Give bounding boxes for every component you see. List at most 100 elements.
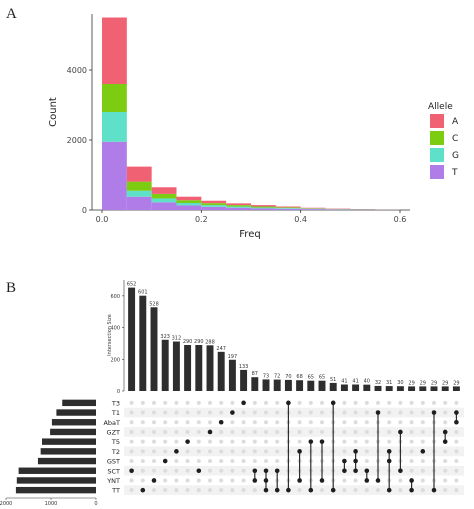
matrix-dot-empty	[342, 449, 347, 454]
matrix-dot-empty	[219, 478, 224, 483]
matrix-dot-empty	[241, 488, 246, 493]
intersection-bar	[329, 382, 337, 391]
matrix-dot-empty	[152, 410, 156, 415]
matrix-dot-empty	[364, 439, 369, 444]
matrix-dot-empty	[140, 459, 145, 464]
matrix-dot-filled	[319, 439, 325, 444]
matrix-dot-empty	[420, 439, 425, 444]
matrix-dot-empty	[230, 468, 235, 473]
matrix-dot-empty	[364, 449, 369, 454]
matrix-dot-empty	[252, 410, 257, 415]
matrix-dot-empty	[219, 459, 224, 464]
matrix-dot-empty	[353, 429, 358, 434]
matrix-dot-empty	[196, 410, 201, 415]
matrix-dot-empty	[320, 429, 324, 434]
matrix-dot-empty	[320, 410, 324, 415]
matrix-dot-filled	[442, 429, 448, 435]
matrix-dot-empty	[443, 468, 448, 473]
matrix-dot-empty	[230, 459, 235, 464]
matrix-dot-empty	[364, 400, 369, 405]
matrix-dot-empty	[264, 449, 268, 454]
bar-T-6	[251, 208, 276, 210]
matrix-dot-filled	[386, 458, 392, 464]
matrix-dot-empty	[230, 400, 235, 405]
matrix-dot-empty	[196, 488, 201, 493]
matrix-dot-filled	[151, 478, 157, 483]
matrix-dot-filled	[297, 478, 302, 483]
intersection-bar-label: 288	[205, 339, 215, 345]
matrix-dot-empty	[140, 410, 145, 415]
matrix-dot-empty	[185, 429, 190, 434]
matrix-dot-empty	[252, 459, 257, 464]
matrix-dot-empty	[152, 439, 156, 444]
intersection-bar-label: 652	[127, 282, 137, 288]
matrix-dot-empty	[163, 468, 168, 473]
matrix-dot-empty	[152, 459, 156, 464]
matrix-dot-filled	[431, 410, 437, 415]
matrix-dot-empty	[398, 410, 403, 415]
legend-swatch-T	[430, 165, 444, 179]
matrix-dot-filled	[263, 487, 269, 493]
legend-label-A: A	[452, 117, 459, 127]
matrix-dot-filled	[162, 458, 168, 464]
matrix-dot-empty	[308, 410, 313, 415]
matrix-dot-filled	[420, 449, 426, 454]
matrix-dot-filled	[286, 400, 291, 406]
matrix-dot-empty	[140, 420, 145, 425]
matrix-dot-empty	[208, 478, 212, 483]
matrix-dot-empty	[208, 439, 212, 444]
bar-G-3	[176, 203, 202, 206]
bar-A-7	[275, 206, 301, 208]
matrix-dot-empty	[454, 429, 459, 434]
y-tick-label: 2000	[67, 136, 87, 145]
matrix-dot-empty	[420, 400, 425, 405]
matrix-dot-empty	[163, 449, 168, 454]
intersection-bar-label: 73	[263, 373, 269, 379]
bar-G-1	[126, 190, 152, 197]
set-label-T2: T2	[111, 448, 120, 456]
matrix-dot-empty	[420, 410, 425, 415]
intersection-bar-label: 528	[149, 301, 159, 307]
matrix-dot-empty	[454, 459, 459, 464]
matrix-dot-empty	[364, 420, 369, 425]
matrix-dot-empty	[241, 439, 246, 444]
matrix-dot-empty	[241, 468, 246, 473]
bar-A-6	[251, 205, 276, 207]
matrix-dot-filled	[386, 449, 392, 454]
matrix-dot-filled	[375, 410, 381, 415]
matrix-row-shade	[124, 407, 464, 418]
bar-A-3	[176, 196, 202, 201]
matrix-dot-empty	[420, 459, 425, 464]
matrix-dot-empty	[174, 400, 179, 405]
intersection-bar-label: 70	[285, 374, 291, 380]
matrix-dot-empty	[208, 410, 212, 415]
intersection-bar-label: 41	[341, 378, 347, 384]
matrix-dot-filled	[174, 449, 179, 454]
set-label-T3: T3	[111, 399, 120, 407]
matrix-dot-filled	[409, 487, 414, 493]
bar-A-8	[300, 207, 326, 209]
matrix-dot-empty	[129, 449, 134, 454]
y-tick-label: 0	[82, 206, 87, 215]
matrix-dot-filled	[286, 487, 291, 493]
legend-label-T: T	[451, 168, 458, 178]
bar-T-0	[102, 141, 127, 210]
matrix-dot-empty	[264, 420, 268, 425]
intersection-bar	[251, 377, 259, 391]
legend-title: Allele	[428, 102, 453, 112]
matrix-dot-empty	[208, 449, 212, 454]
matrix-dot-empty	[140, 400, 145, 405]
matrix-dot-filled	[342, 458, 347, 464]
matrix-dot-empty	[297, 488, 302, 493]
matrix-dot-empty	[241, 459, 246, 464]
matrix-dot-empty	[252, 439, 257, 444]
matrix-dot-empty	[308, 400, 313, 405]
panel-letter-b: B	[6, 280, 16, 296]
bar-C-3	[176, 200, 202, 203]
matrix-dot-filled	[353, 458, 358, 464]
matrix-dot-empty	[387, 410, 392, 415]
matrix-dot-filled	[353, 468, 358, 474]
matrix-dot-filled	[319, 478, 325, 483]
